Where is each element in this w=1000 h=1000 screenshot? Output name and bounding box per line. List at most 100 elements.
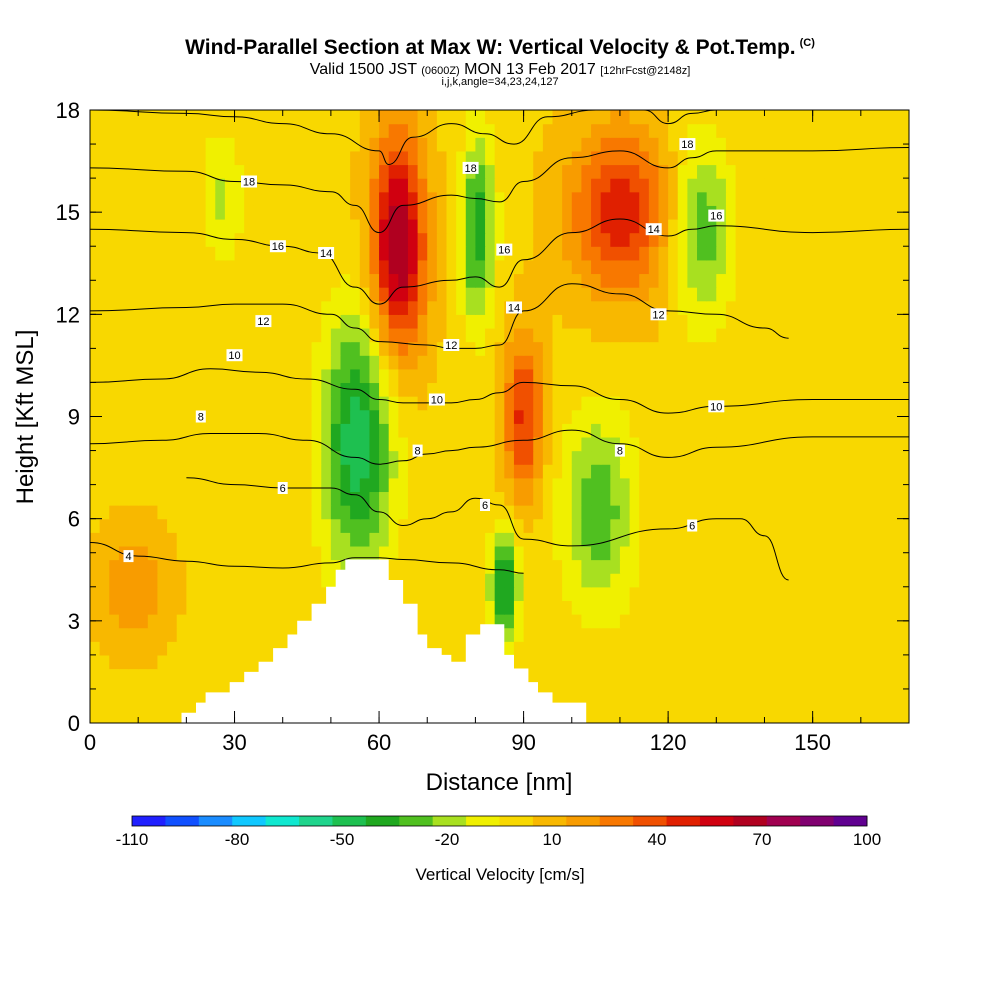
velocity-cell <box>494 137 505 152</box>
velocity-cell <box>639 682 650 697</box>
velocity-cell <box>147 464 159 479</box>
velocity-cell <box>147 573 159 588</box>
velocity-cell <box>263 518 274 533</box>
velocity-cell <box>485 559 496 574</box>
velocity-cell <box>803 600 814 615</box>
velocity-cell <box>831 110 843 125</box>
velocity-cell <box>205 668 216 683</box>
velocity-cell <box>716 232 727 247</box>
velocity-cell <box>591 436 602 452</box>
velocity-cell <box>889 273 900 288</box>
velocity-cell <box>764 273 775 288</box>
velocity-cell <box>533 641 544 656</box>
velocity-cell <box>735 218 746 234</box>
velocity-cell <box>725 573 737 588</box>
velocity-cell <box>350 464 361 479</box>
velocity-cell <box>427 505 438 520</box>
velocity-cell <box>600 464 611 479</box>
velocity-cell <box>99 709 110 723</box>
velocity-cell <box>90 491 101 506</box>
velocity-cell <box>157 191 168 206</box>
colorbar-swatch <box>399 816 434 826</box>
velocity-cell <box>648 586 660 601</box>
velocity-cell <box>870 464 881 479</box>
velocity-cell <box>167 695 178 710</box>
velocity-cell <box>330 396 342 411</box>
velocity-cell <box>195 287 207 302</box>
velocity-cell <box>186 532 197 547</box>
velocity-cell <box>263 409 274 424</box>
velocity-cell <box>205 614 216 629</box>
velocity-cell <box>677 355 688 370</box>
velocity-cell <box>841 287 852 302</box>
velocity-cell <box>754 218 766 234</box>
velocity-cell <box>754 164 766 179</box>
velocity-cell <box>398 382 409 397</box>
velocity-cell <box>465 573 477 588</box>
velocity-cell <box>407 287 419 302</box>
velocity-cell <box>398 150 409 166</box>
colorbar-swatch <box>132 816 166 826</box>
velocity-cell <box>764 300 775 315</box>
velocity-cell <box>774 477 785 493</box>
velocity-cell <box>860 137 872 152</box>
velocity-cell <box>889 695 900 710</box>
theta-label: 16 <box>498 245 510 257</box>
velocity-cell <box>870 559 881 574</box>
velocity-cell <box>118 287 130 302</box>
velocity-cell <box>774 355 785 370</box>
velocity-cell <box>562 627 573 642</box>
velocity-cell <box>494 150 505 166</box>
velocity-cell <box>485 164 496 179</box>
velocity-cell <box>301 586 313 601</box>
velocity-cell <box>186 545 197 561</box>
y-axis-label: Height [Kft MSL] <box>12 330 39 505</box>
velocity-cell <box>167 246 178 261</box>
velocity-cell <box>889 150 900 166</box>
velocity-cell <box>668 382 679 397</box>
velocity-cell <box>147 423 159 438</box>
velocity-cell <box>263 287 274 302</box>
velocity-cell <box>591 641 602 656</box>
velocity-cell <box>388 327 399 343</box>
velocity-cell <box>754 123 766 138</box>
velocity-cell <box>244 532 255 547</box>
velocity-cell <box>619 614 631 629</box>
velocity-cell <box>379 300 390 315</box>
velocity-cell <box>282 436 293 452</box>
velocity-cell <box>157 654 168 670</box>
velocity-cell <box>841 355 852 370</box>
velocity-cell <box>205 396 216 411</box>
velocity-cell <box>581 654 592 670</box>
velocity-cell <box>167 573 178 588</box>
velocity-cell <box>552 423 563 438</box>
velocity-cell <box>745 477 756 493</box>
velocity-cell <box>716 259 727 275</box>
velocity-cell <box>263 259 274 275</box>
velocity-cell <box>465 518 477 533</box>
velocity-cell <box>523 477 534 493</box>
velocity-cell <box>600 654 611 670</box>
velocity-cell <box>138 273 149 288</box>
velocity-cell <box>716 423 727 438</box>
velocity-cell <box>783 464 794 479</box>
velocity-cell <box>812 491 823 506</box>
velocity-cell <box>456 327 467 343</box>
velocity-cell <box>571 232 582 247</box>
velocity-cell <box>629 355 640 370</box>
velocity-cell <box>831 641 843 656</box>
velocity-cell <box>889 491 900 506</box>
velocity-cell <box>812 573 823 588</box>
velocity-cell <box>706 314 717 329</box>
velocity-cell <box>581 273 592 288</box>
velocity-cell <box>427 273 438 288</box>
velocity-cell <box>822 110 833 125</box>
velocity-cell <box>147 218 159 234</box>
colorbar-swatch <box>532 816 567 826</box>
velocity-cell <box>263 641 274 656</box>
velocity-cell <box>841 505 852 520</box>
velocity-cell <box>234 341 245 356</box>
velocity-cell <box>176 191 187 206</box>
velocity-cell <box>793 709 804 723</box>
